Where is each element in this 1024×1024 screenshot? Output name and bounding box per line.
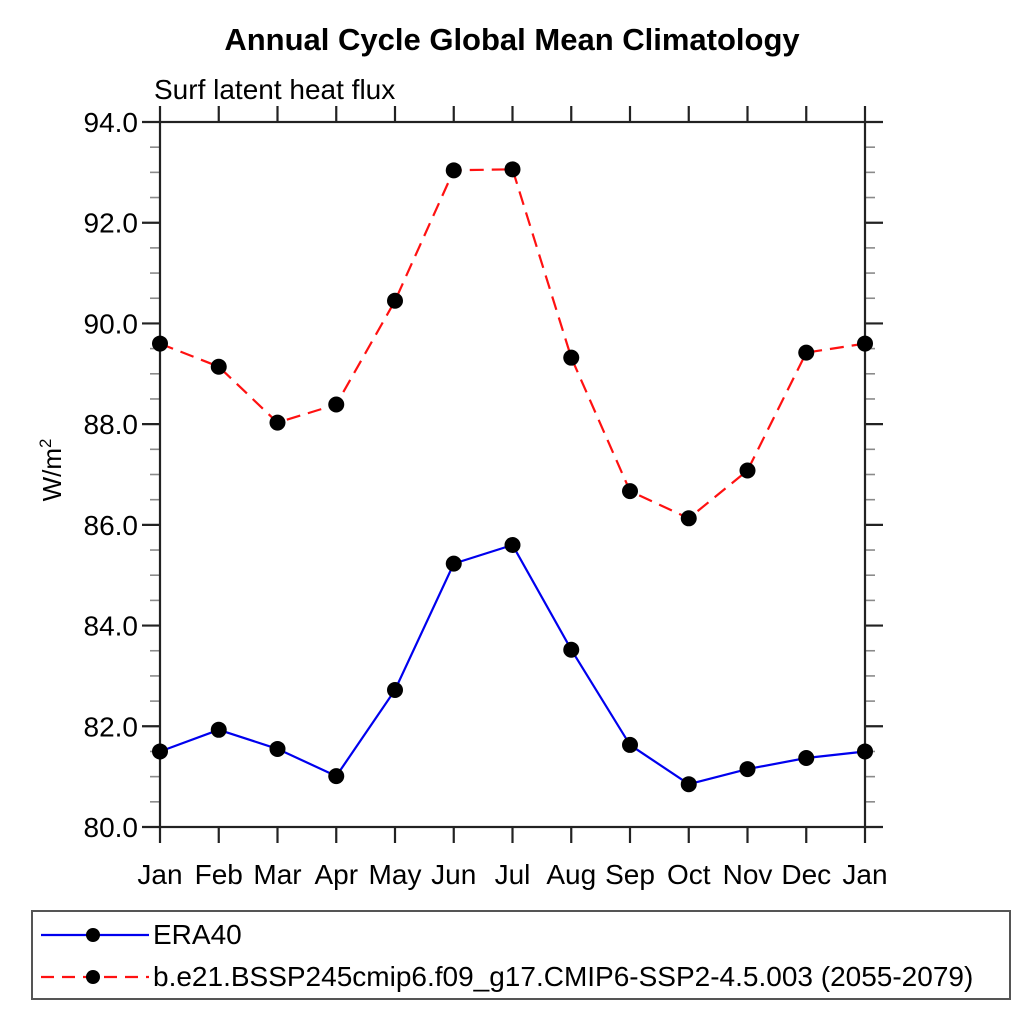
series-0-marker xyxy=(328,768,345,785)
y-tick-label: 90.0 xyxy=(84,308,139,339)
plot-area: 80.0 82.0 84.0 86.0 88.0 90.0 92.0 94.0 Jan Feb Ma… xyxy=(84,106,888,890)
series-1-marker xyxy=(622,483,638,500)
series-line-0 xyxy=(159,543,866,786)
legend-label-model: b.e21.BSSP245cmip6.f09_g17.CMIP6-SSP2-4.… xyxy=(153,961,974,992)
x-tick-label: Dec xyxy=(781,859,831,890)
series-1-marker xyxy=(739,462,756,479)
x-tick-label: Jan xyxy=(137,859,182,890)
series-1-marker xyxy=(445,162,462,179)
y-tick-label: 82.0 xyxy=(84,711,139,742)
x-tick-label: Jan xyxy=(842,859,887,890)
x-tick-label: Aug xyxy=(546,859,596,890)
series-0-marker xyxy=(445,555,462,572)
series-0-marker xyxy=(387,682,403,699)
y-tick-label: 84.0 xyxy=(84,611,139,642)
legend-line-solid-icon xyxy=(41,928,149,942)
series-1-marker xyxy=(269,414,286,431)
plot-frame xyxy=(158,120,867,829)
x-tick-label: Oct xyxy=(667,859,711,890)
series-1-marker xyxy=(563,349,580,366)
series-1-marker xyxy=(680,510,697,527)
series-0-marker xyxy=(563,641,580,658)
chart-subtitle: Surf latent heat flux xyxy=(154,74,396,105)
y-tick-label: 80.0 xyxy=(84,812,139,843)
legend-entry-model: b.e21.BSSP245cmip6.f09_g17.CMIP6-SSP2-4.… xyxy=(39,961,974,992)
x-tick-label: Mar xyxy=(253,859,301,890)
series-0-marker xyxy=(739,761,756,778)
series-1-marker xyxy=(328,396,345,413)
series-0-marker xyxy=(152,743,168,760)
legend-sample-marker xyxy=(86,928,100,942)
series-1-marker xyxy=(798,344,815,361)
series-0-marker xyxy=(857,743,873,760)
legend-entry-era40: ERA40 xyxy=(39,919,242,950)
series-0-marker xyxy=(680,776,697,793)
series-0-marker xyxy=(798,750,815,767)
y-tick-label: 86.0 xyxy=(84,510,139,541)
series-1-marker xyxy=(857,335,873,352)
legend-line-dashed-icon xyxy=(41,970,149,984)
series-1-marker xyxy=(387,292,403,309)
legend-box: ERA40 b.e21.BSSP245cmip6.f09_g17.CMIP6-S… xyxy=(31,910,1011,1000)
legend-label-era40: ERA40 xyxy=(153,919,242,950)
x-tick-label: Apr xyxy=(314,859,358,890)
series-0-marker xyxy=(210,721,227,738)
x-tick-label: Jun xyxy=(431,859,476,890)
series-1-marker xyxy=(210,358,227,375)
series-line-1 xyxy=(159,168,866,520)
x-tick-label: Feb xyxy=(195,859,243,890)
x-tick-label: May xyxy=(369,859,422,890)
series-1-marker xyxy=(152,335,168,352)
y-tick-label: 94.0 xyxy=(84,107,139,138)
x-tick-label: Nov xyxy=(723,859,773,890)
y-tick-label: 88.0 xyxy=(84,409,139,440)
chart-title: Annual Cycle Global Mean Climatology xyxy=(224,22,800,57)
y-tick-label: 92.0 xyxy=(84,208,139,239)
series-0-marker xyxy=(269,740,286,757)
series-1-marker xyxy=(504,161,521,178)
series-0-marker xyxy=(504,537,521,553)
series-0-marker xyxy=(622,736,638,753)
legend-sample-marker xyxy=(86,970,100,984)
x-tick-label: Jul xyxy=(495,859,531,890)
x-tick-label: Sep xyxy=(605,859,655,890)
